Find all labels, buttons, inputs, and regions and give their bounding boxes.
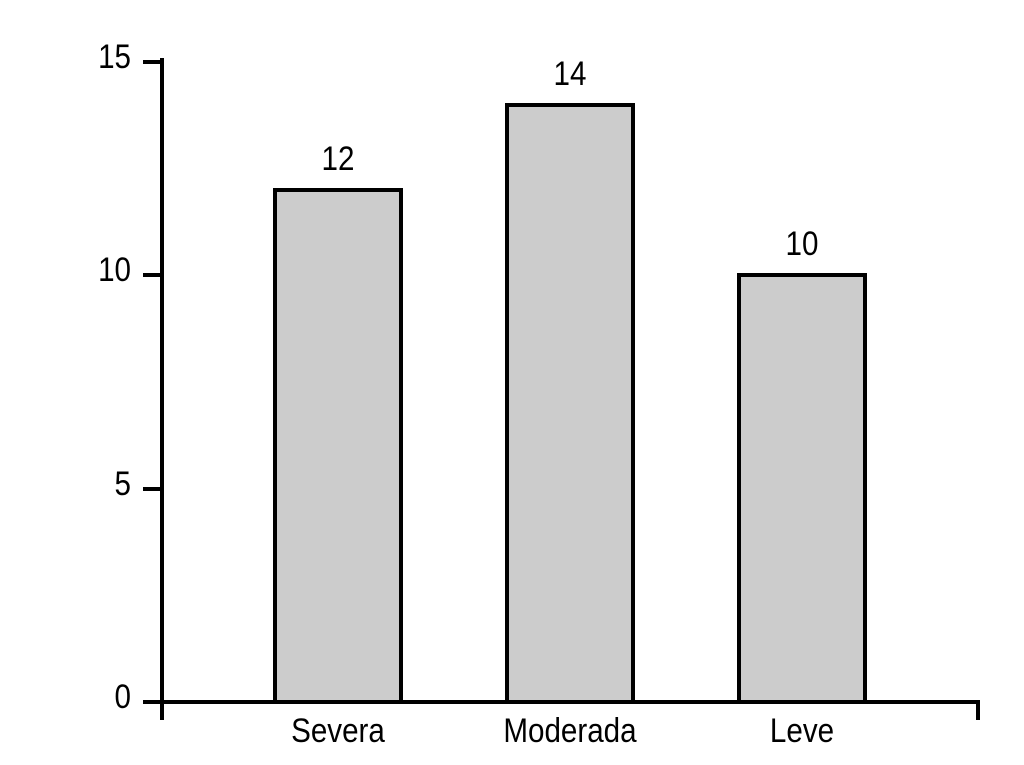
x-axis-end-tick [976,702,980,720]
x-axis-line [160,700,980,704]
y-axis-tick-label: 10 [98,251,131,290]
bar-moderada [505,102,635,704]
bar-value-label: 12 [321,140,355,178]
x-category-label: Moderada [503,712,637,750]
x-category-label: Severa [291,712,385,750]
y-axis-line [160,58,164,720]
y-axis-tick-label: 0 [114,678,131,716]
y-axis-tick [143,273,160,278]
y-axis-tick-label: 5 [114,464,131,503]
x-category-label: Leve [769,712,835,750]
y-axis-tick [143,60,160,64]
bar-severa [273,188,403,704]
y-axis-tick-label: 15 [98,38,131,76]
y-axis-tick [143,486,160,491]
bar-value-label: 10 [785,225,819,264]
bar-value-label: 14 [553,54,587,93]
y-axis-tick [143,700,160,704]
